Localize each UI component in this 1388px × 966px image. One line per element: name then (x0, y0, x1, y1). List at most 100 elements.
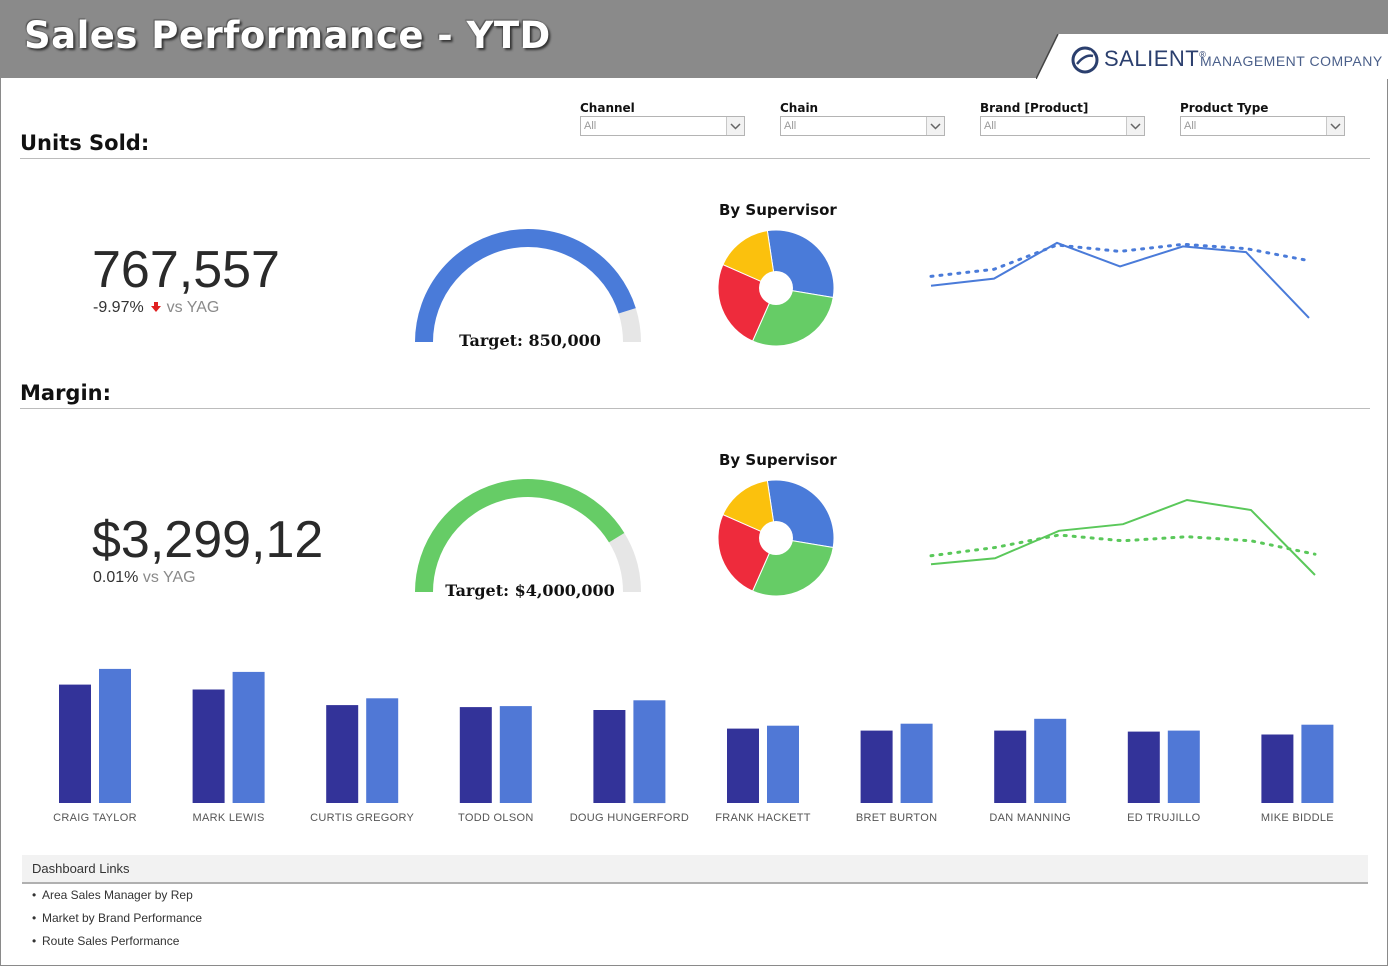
dashboard-link-label[interactable]: Area Sales Manager by Rep (42, 888, 193, 902)
bar-current (593, 710, 626, 803)
logo-tagline: MANAGEMENT COMPANY (1200, 53, 1383, 69)
units-kpi-delta: -9.97% vs YAG (93, 299, 219, 317)
margin-vs-label: vs YAG (142, 569, 196, 586)
bar-current (1127, 731, 1160, 803)
bar-current (1261, 734, 1294, 803)
margin-section-title: Margin: (20, 381, 112, 405)
filter-2: Brand [Product] All (980, 100, 1148, 136)
margin-kpi-value: $3,299,12 (92, 511, 324, 569)
units-vs-label: vs YAG (166, 299, 220, 316)
units-trend-line (929, 241, 1311, 319)
gauge-track (608, 532, 641, 593)
filter-label: Chain (780, 101, 819, 115)
units-target-gauge (415, 229, 641, 343)
bar-category-label: ED TRUJILLO (1127, 812, 1201, 824)
units-pie-title: By Supervisor (719, 201, 837, 219)
bar-prior (99, 668, 131, 803)
dashboard-links-header: Dashboard Links (22, 855, 1368, 884)
filter-value: All (1184, 120, 1197, 132)
bar-plot-area (59, 668, 1334, 804)
bar-prior (767, 725, 799, 803)
bar-current (994, 730, 1027, 803)
dashboard-link-label[interactable]: Route Sales Performance (42, 934, 180, 948)
gauge-track (618, 308, 641, 343)
filter-label: Brand [Product] (980, 101, 1089, 115)
bar-category-label: CRAIG TAYLOR (53, 812, 137, 824)
bar-prior (633, 700, 666, 804)
chevron-down-icon[interactable] (1326, 117, 1344, 135)
filter-0: Channel All (580, 100, 748, 136)
filter-label: Product Type (1180, 101, 1269, 115)
trend-line-current (930, 498, 1316, 576)
filter-dropdown[interactable]: All (580, 116, 745, 136)
gauge-fill (415, 229, 636, 343)
logo-panel (1036, 34, 1388, 79)
units-kpi-value: 767,557 (92, 241, 280, 299)
page-title: Sales Performance - YTD (24, 14, 551, 57)
logo-wordmark: SALIENT® (1104, 46, 1207, 71)
margin-target-gauge (415, 479, 641, 593)
chevron-down-icon[interactable] (926, 117, 944, 135)
bar-prior (232, 671, 265, 803)
filter-dropdown[interactable]: All (980, 116, 1145, 136)
dashboard-link[interactable]: • Area Sales Manager by Rep (32, 888, 193, 902)
filter-3: Product Type All (1180, 100, 1348, 136)
trend-line-prior (929, 242, 1311, 278)
units-delta-value: -9.97% (93, 299, 144, 316)
down-arrow-icon (151, 302, 162, 312)
chevron-down-icon[interactable] (726, 117, 744, 135)
filter-value: All (784, 120, 797, 132)
bar-prior (366, 698, 399, 803)
pie-slice (722, 480, 777, 539)
dashboard-link[interactable]: • Market by Brand Performance (32, 911, 202, 925)
bar-current (59, 684, 91, 803)
chevron-down-icon[interactable] (1126, 117, 1144, 135)
bar-category-label: MIKE BIDDLE (1260, 812, 1334, 824)
bar-category-label: DOUG HUNGERFORD (569, 812, 690, 824)
margin-pie-title: By Supervisor (719, 451, 837, 469)
bar-category-label: MARK LEWIS (192, 812, 265, 824)
bar-prior (499, 706, 532, 803)
bar-category-label: TODD OLSON (458, 812, 534, 824)
bar-current (459, 707, 492, 803)
salient-logo-icon (1071, 46, 1099, 74)
bar-category-label: BRET BURTON (855, 812, 938, 824)
filter-1: Chain All (780, 100, 948, 136)
filter-dropdown[interactable]: All (1180, 116, 1345, 136)
filter-value: All (584, 120, 597, 132)
pie-hole (759, 521, 793, 555)
margin-supervisor-pie (717, 479, 835, 597)
trend-line-prior (929, 533, 1317, 558)
units-section-title: Units Sold: (20, 131, 150, 155)
margin-divider (20, 408, 1370, 409)
filter-value: All (984, 120, 997, 132)
bar-current (860, 730, 893, 803)
supervisor-bar-chart: CRAIG TAYLOR MARK LEWIS CURTIS GREGORY TODD… (0, 640, 1388, 840)
bar-current (727, 728, 759, 803)
margin-delta-value: 0.01% (93, 569, 139, 586)
bar-category-label: DAN MANNING (989, 812, 1071, 824)
pie-hole (759, 271, 793, 305)
units-supervisor-pie (717, 229, 835, 347)
units-divider (20, 158, 1370, 159)
dashboard-links-title: Dashboard Links (32, 861, 130, 876)
dashboard-link[interactable]: • Route Sales Performance (32, 934, 179, 948)
bullet-icon: • (32, 911, 37, 925)
margin-gauge-label: Target: $4,000,000 (445, 581, 615, 600)
bar-category-label: FRANK HACKETT (715, 812, 811, 824)
units-gauge-label: Target: 850,000 (459, 331, 601, 350)
bar-prior (1301, 724, 1334, 803)
pie-slice (722, 230, 777, 289)
bar-prior (900, 723, 933, 803)
bar-current (192, 689, 225, 803)
margin-kpi-delta: 0.01% vs YAG (93, 569, 196, 587)
bar-prior (1167, 730, 1200, 803)
filter-dropdown[interactable]: All (780, 116, 945, 136)
filter-label: Channel (580, 101, 635, 115)
trend-line-current (930, 241, 1310, 319)
bar-prior (1034, 718, 1067, 803)
bar-current (326, 705, 359, 803)
margin-trend-line (929, 498, 1317, 576)
dashboard-link-label[interactable]: Market by Brand Performance (42, 911, 203, 925)
bar-category-label: CURTIS GREGORY (310, 812, 415, 824)
